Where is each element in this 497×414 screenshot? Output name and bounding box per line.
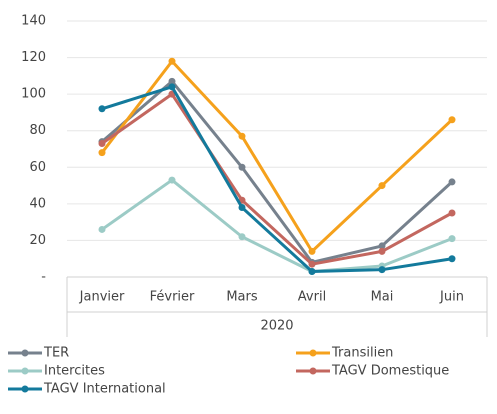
point	[378, 266, 386, 274]
x-tick-label: Mars	[226, 290, 258, 305]
legend-label: TER	[43, 346, 69, 361]
point	[238, 204, 246, 212]
series-line	[101, 85, 453, 274]
point	[308, 260, 316, 268]
point	[308, 247, 316, 255]
legend-label: Transilien	[331, 346, 393, 361]
series-line	[100, 59, 454, 253]
point	[168, 57, 176, 65]
point	[448, 255, 456, 263]
y-tick-label: -	[41, 270, 46, 285]
point	[378, 182, 386, 190]
point	[448, 235, 456, 243]
point	[238, 163, 246, 171]
point	[98, 140, 106, 148]
x-tick-label: Janvier	[79, 290, 125, 305]
y-tick-label: 40	[29, 196, 46, 211]
point	[168, 176, 176, 184]
point	[308, 268, 316, 276]
y-tick-label: 60	[29, 160, 46, 175]
point	[238, 132, 246, 140]
series-line	[101, 92, 453, 266]
y-tick-label: 140	[21, 14, 46, 29]
group-label: 2020	[260, 319, 293, 334]
legend-label: TAGV International	[43, 382, 166, 397]
legend-swatch	[21, 385, 29, 393]
point	[98, 149, 106, 157]
point	[238, 233, 246, 241]
legend-label: Intercites	[44, 364, 105, 379]
y-tick-label: 120	[21, 50, 46, 65]
x-tick-label: Avril	[298, 290, 326, 305]
point	[448, 178, 456, 186]
series-line	[101, 79, 454, 264]
point	[168, 77, 176, 85]
point	[448, 116, 456, 124]
legend-swatch	[309, 349, 317, 357]
legend-swatch	[21, 349, 29, 357]
y-tick-label: 100	[21, 87, 46, 102]
legend-swatch	[21, 367, 29, 375]
point	[98, 105, 106, 113]
legend-swatch	[309, 367, 317, 375]
y-tick-label: 20	[29, 233, 46, 248]
x-tick-label: Juin	[439, 290, 464, 305]
x-tick-label: Février	[150, 290, 195, 305]
x-tick-label: Mai	[371, 290, 394, 305]
y-tick-label: 80	[29, 123, 46, 138]
point	[378, 247, 386, 255]
series-line	[101, 178, 453, 274]
point	[448, 209, 456, 217]
point	[98, 225, 106, 233]
legend-label: TAGV Domestique	[331, 364, 449, 379]
point	[168, 83, 176, 91]
point	[378, 242, 386, 250]
